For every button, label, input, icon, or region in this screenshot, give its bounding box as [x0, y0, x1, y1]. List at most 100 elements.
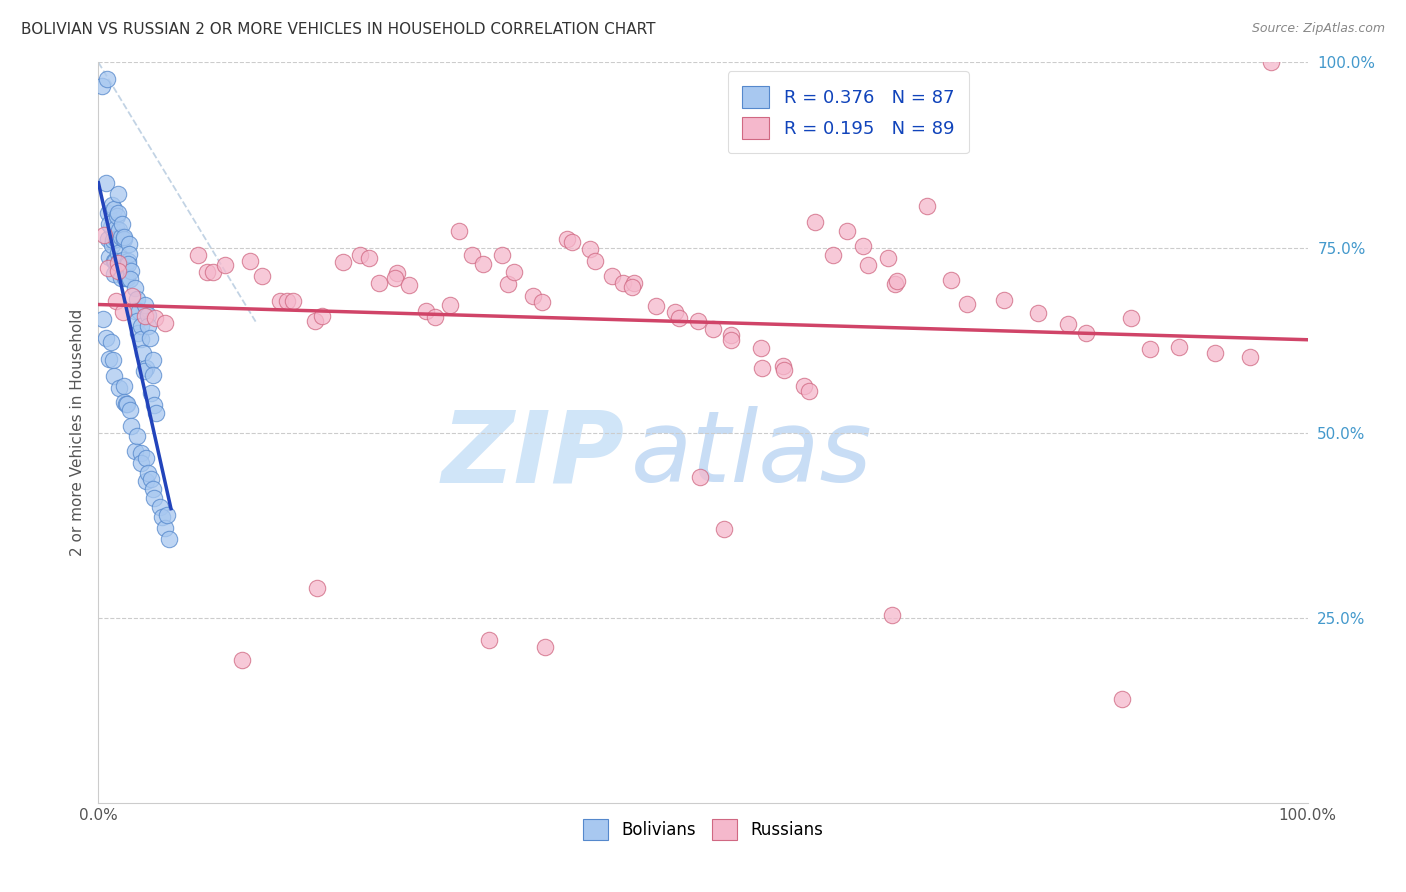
Point	[269, 293, 291, 308]
Point	[1260, 55, 1282, 70]
Point	[100, 238, 122, 252]
Point	[357, 251, 380, 265]
Point	[471, 257, 494, 271]
Point	[111, 305, 134, 319]
Point	[644, 299, 666, 313]
Point	[136, 318, 159, 333]
Point	[142, 482, 165, 496]
Point	[578, 243, 600, 257]
Point	[97, 232, 120, 246]
Point	[94, 177, 117, 191]
Point	[612, 276, 634, 290]
Point	[149, 500, 172, 515]
Point	[120, 264, 142, 278]
Point	[385, 266, 408, 280]
Point	[114, 397, 136, 411]
Point	[104, 232, 127, 246]
Point	[131, 318, 153, 333]
Point	[1076, 326, 1098, 340]
Point	[134, 364, 156, 378]
Point	[143, 311, 166, 326]
Point	[491, 248, 513, 262]
Point	[349, 248, 371, 262]
Point	[332, 254, 354, 268]
Point	[187, 248, 209, 262]
Point	[398, 277, 420, 292]
Point	[98, 250, 121, 264]
Y-axis label: 2 or more Vehicles in Household: 2 or more Vehicles in Household	[69, 309, 84, 557]
Point	[561, 235, 583, 250]
Point	[124, 281, 146, 295]
Point	[114, 271, 136, 285]
Point	[239, 253, 262, 268]
Point	[623, 276, 645, 290]
Point	[121, 289, 143, 303]
Point	[384, 270, 406, 285]
Point	[915, 199, 938, 213]
Point	[108, 257, 131, 271]
Point	[1057, 318, 1080, 332]
Point	[852, 239, 875, 253]
Point	[131, 346, 153, 360]
Point	[142, 353, 165, 368]
Point	[155, 521, 177, 535]
Point	[97, 217, 120, 231]
Point	[103, 202, 125, 216]
Point	[118, 236, 141, 251]
Point	[415, 304, 437, 318]
Point	[668, 311, 690, 326]
Point	[129, 446, 152, 460]
Point	[107, 246, 129, 260]
Point	[100, 220, 122, 235]
Point	[96, 72, 118, 87]
Point	[104, 220, 127, 235]
Point	[720, 333, 742, 347]
Point	[460, 248, 482, 262]
Point	[104, 294, 127, 309]
Point	[1204, 346, 1226, 360]
Point	[135, 474, 157, 488]
Point	[1121, 310, 1143, 325]
Point	[531, 295, 554, 310]
Point	[498, 277, 520, 291]
Point	[110, 230, 132, 244]
Point	[97, 260, 120, 275]
Point	[134, 298, 156, 312]
Point	[202, 265, 225, 279]
Point	[138, 466, 160, 480]
Point	[823, 248, 845, 262]
Point	[150, 510, 173, 524]
Point	[115, 270, 138, 285]
Point	[1111, 692, 1133, 706]
Point	[117, 254, 139, 268]
Point	[423, 310, 446, 324]
Point	[447, 224, 470, 238]
Point	[94, 331, 117, 345]
Point	[112, 379, 135, 393]
Point	[664, 304, 686, 318]
Point	[125, 314, 148, 328]
Point	[702, 322, 724, 336]
Point	[128, 304, 150, 318]
Point	[105, 209, 128, 223]
Text: BOLIVIAN VS RUSSIAN 2 OR MORE VEHICLES IN HOUSEHOLD CORRELATION CHART: BOLIVIAN VS RUSSIAN 2 OR MORE VEHICLES I…	[21, 22, 655, 37]
Point	[751, 360, 773, 375]
Point	[876, 251, 898, 265]
Point	[139, 331, 162, 345]
Point	[751, 341, 773, 355]
Point	[534, 640, 557, 655]
Point	[127, 326, 149, 340]
Point	[956, 297, 979, 311]
Point	[478, 632, 501, 647]
Point	[100, 198, 122, 212]
Point	[114, 259, 136, 273]
Text: ZIP: ZIP	[441, 407, 624, 503]
Point	[941, 273, 963, 287]
Point	[1167, 340, 1189, 354]
Point	[1028, 305, 1050, 319]
Point	[107, 264, 129, 278]
Point	[1239, 351, 1261, 365]
Point	[103, 368, 125, 383]
Point	[793, 379, 815, 393]
Point	[281, 294, 304, 309]
